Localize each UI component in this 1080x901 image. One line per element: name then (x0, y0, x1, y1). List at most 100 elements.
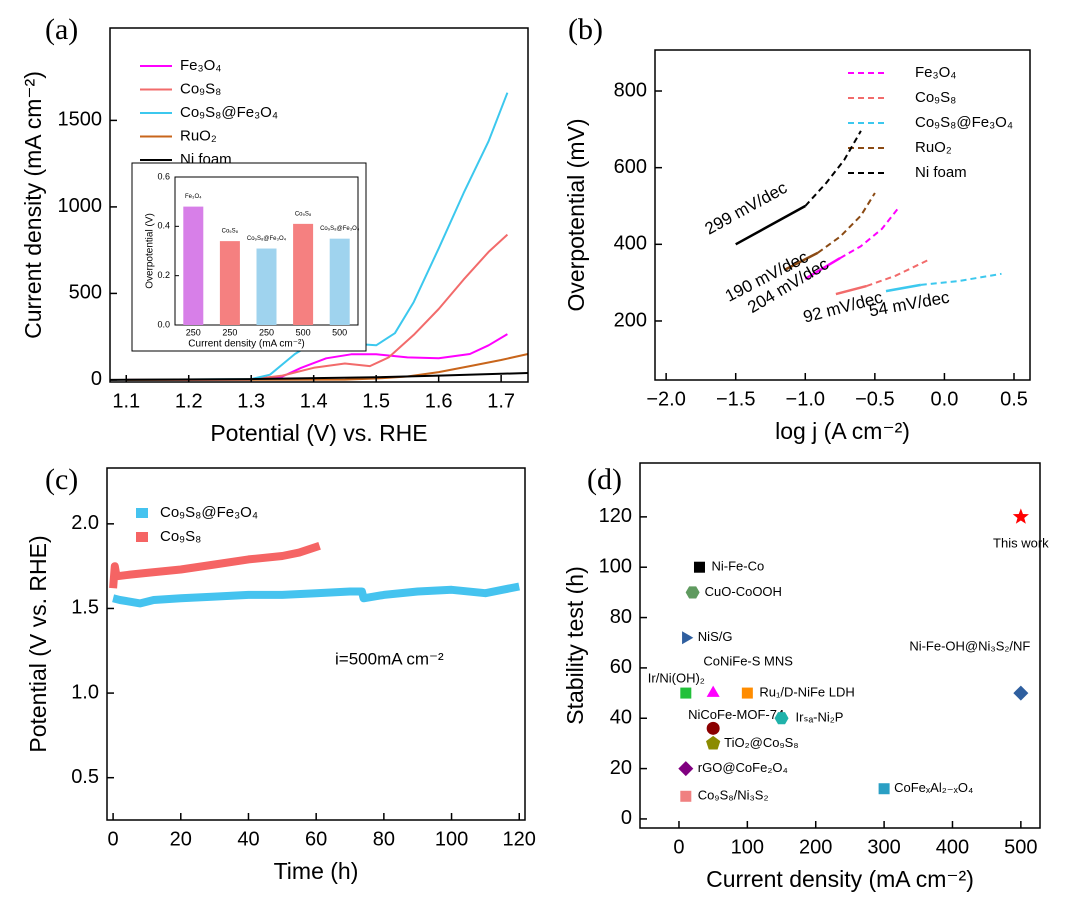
fit-line (735, 204, 806, 246)
x-tick-label: 200 (799, 836, 832, 858)
y-tick-label: 1500 (58, 109, 103, 131)
x-axis-title: Time (h) (274, 858, 359, 884)
inset-x-title: Current density (mA cm⁻²) (188, 339, 304, 350)
legend-label: Co₉S₈@Fe₃O₄ (915, 114, 1013, 131)
x-tick-label: 300 (867, 836, 900, 858)
legend-label: Co₉S₈ (160, 528, 201, 545)
inset-bar (256, 248, 277, 325)
data-point (706, 735, 721, 750)
legend-label: Co₉S₈ (180, 80, 221, 97)
legend-swatch (136, 508, 148, 518)
inset-x-tick-label: 500 (332, 327, 347, 337)
point-label: Ni-Fe-OH@Ni₃S₂/NF (909, 639, 1030, 654)
data-point (1012, 508, 1029, 524)
y-tick-label: 0 (621, 807, 632, 829)
inset-y-tick-label: 0.0 (157, 319, 170, 329)
legend-label: Ni foam (915, 164, 967, 181)
x-tick-label: −0.5 (855, 388, 894, 410)
series-line (126, 233, 509, 381)
data-point (1013, 685, 1029, 701)
data-point (678, 761, 694, 777)
series-line (126, 353, 529, 381)
x-tick-label: 80 (373, 828, 395, 850)
y-tick-label: 800 (614, 79, 647, 101)
series-line (109, 542, 321, 589)
point-label: CuO-CoOOH (705, 584, 782, 599)
inset-x-tick-label: 250 (222, 327, 237, 337)
y-tick-label: 2.0 (71, 512, 99, 534)
x-tick-label: 1.3 (237, 390, 265, 412)
inset-bar (183, 206, 204, 325)
point-label: Ir/Ni(OH)₂ (648, 671, 705, 686)
inset-bar-label: Fe₃O₄ (185, 194, 202, 200)
y-axis-title: Current density (mA cm⁻²) (20, 71, 46, 339)
x-axis-title: Potential (V) vs. RHE (210, 420, 427, 446)
x-axis-title: Current density (mA cm⁻²) (706, 866, 974, 892)
inset-y-title: Overpotential (V) (145, 213, 156, 289)
inset-bar-label: Co₉S₈ (295, 211, 312, 217)
fit-line (885, 283, 922, 293)
y-axis-title: Potential (V vs. RHE) (25, 535, 51, 752)
annotation: i=500mA cm⁻² (335, 649, 444, 668)
inset-x-tick-label: 500 (296, 327, 311, 337)
point-label: Irₛₐ-Ni₂P (796, 710, 844, 725)
x-tick-label: 1.4 (300, 390, 328, 412)
point-label: rGO@CoFe₂O₄ (698, 760, 788, 775)
data-point (741, 687, 753, 699)
y-axis-title: Overpotential (mV) (563, 118, 589, 311)
x-tick-label: 500 (1004, 836, 1037, 858)
inset-bar-label: Co₉S₈ (222, 229, 239, 235)
plot-frame (639, 462, 1041, 829)
series-line (817, 192, 876, 254)
point-label: NiCoFe-MOF-74 (688, 707, 784, 722)
x-tick-label: 1.6 (425, 390, 453, 412)
y-tick-label: 400 (614, 233, 647, 255)
y-tick-label: 0.5 (71, 766, 99, 788)
legend-swatch (136, 532, 148, 542)
x-tick-label: 100 (731, 836, 764, 858)
x-axis-title: log j (A cm⁻²) (775, 418, 910, 444)
y-tick-label: 20 (610, 757, 632, 779)
data-point (774, 712, 789, 725)
data-point (706, 721, 720, 735)
y-tick-label: 100 (599, 555, 632, 577)
x-tick-label: 40 (237, 828, 259, 850)
y-tick-label: 500 (69, 282, 102, 304)
series-line (109, 372, 529, 381)
data-point (682, 631, 694, 645)
x-tick-label: 400 (936, 836, 969, 858)
x-tick-label: 120 (503, 828, 536, 850)
data-point (680, 790, 692, 802)
slope-label: 299 mV/dec (702, 178, 791, 239)
fit-line (783, 251, 819, 272)
y-tick-label: 120 (599, 505, 632, 527)
data-point (878, 783, 890, 795)
inset-bar-label: Co₉S₈@Fe₃O₄ (320, 226, 360, 232)
y-tick-label: 0 (91, 368, 102, 390)
inset-bar-label: Co₉S₈@Fe₃O₄ (247, 236, 287, 242)
panel-label: (d) (587, 463, 622, 496)
inset-bar (329, 238, 350, 325)
point-label: NiS/G (698, 629, 733, 644)
point-label: Ru₁/D-NiFe LDH (759, 685, 854, 700)
point-label: CoNiFe-S MNS (703, 654, 793, 669)
x-tick-label: 0 (673, 836, 684, 858)
inset-y-tick-label: 0.6 (157, 171, 170, 181)
y-tick-label: 200 (614, 309, 647, 331)
y-tick-label: 60 (610, 656, 632, 678)
point-label: Ni-Fe-Co (711, 559, 764, 574)
legend-label: Co₉S₈ (915, 89, 956, 106)
plot-frame (654, 49, 1031, 381)
inset-y-tick-label: 0.2 (157, 270, 170, 280)
point-label: This work (993, 535, 1049, 550)
series-line (866, 257, 931, 288)
inset-bar (293, 223, 314, 325)
x-tick-label: 60 (305, 828, 327, 850)
legend-label: Fe₃O₄ (180, 57, 221, 74)
data-point (693, 561, 705, 573)
panel-label: (c) (45, 463, 78, 496)
x-tick-label: 1.5 (362, 390, 390, 412)
legend-label: Co₉S₈@Fe₃O₄ (160, 504, 258, 521)
series-line (839, 207, 900, 259)
